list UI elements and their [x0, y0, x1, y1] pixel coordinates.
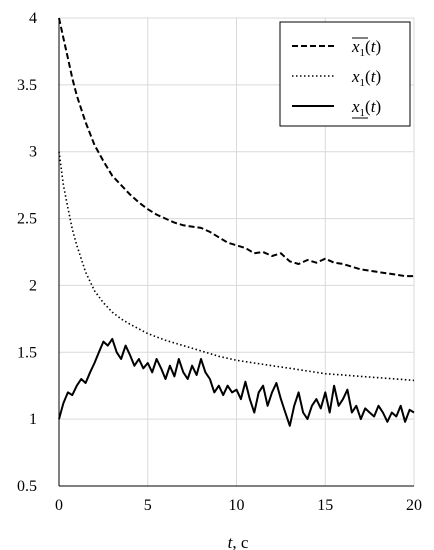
series — [58, 17, 415, 427]
legend: x1(t)x1(t)x1(t) — [279, 21, 411, 127]
x-tick-label: 0 — [55, 497, 63, 514]
x-tick-label: 15 — [317, 497, 333, 514]
x-tick-label: 10 — [229, 497, 245, 514]
legend-label-base: x — [351, 97, 360, 116]
legend-label-arg: t — [371, 67, 377, 86]
x-tick-label: 20 — [406, 497, 422, 514]
legend-label-close: ) — [375, 97, 381, 116]
legend-box — [279, 21, 411, 127]
legend-label-sub: 1 — [360, 107, 366, 119]
y-tick-label: 0.5 — [17, 478, 37, 495]
y-tick-label: 4 — [29, 10, 37, 27]
series-line-2 — [58, 151, 415, 382]
legend-label-sub: 1 — [360, 47, 366, 59]
legend-label-arg: t — [371, 97, 377, 116]
legend-label-sub: 1 — [360, 77, 366, 89]
tick-labels: 0 5 10 15 20 0.5 1 1.5 2 2.5 3 3.5 4 — [17, 10, 422, 514]
legend-label-close: ) — [375, 37, 381, 56]
x-axis-label: t, c — [228, 533, 249, 550]
series-line-3 — [58, 337, 415, 427]
y-tick-label: 2 — [29, 277, 37, 294]
y-tick-label: 1.5 — [17, 344, 37, 361]
y-tick-label: 3.5 — [17, 77, 37, 94]
y-tick-label: 3 — [29, 144, 37, 161]
legend-label-3: x1(t) — [351, 97, 381, 119]
legend-label-close: ) — [375, 67, 381, 86]
x-axis-var: t — [228, 533, 234, 550]
legend-label-2: x1(t) — [351, 67, 381, 89]
x-axis-unit: , c — [232, 533, 249, 550]
legend-label-args: ( — [365, 97, 371, 116]
legend-label-args: ( — [365, 37, 371, 56]
legend-label-1: x1(t) — [351, 37, 381, 59]
y-tick-label: 1 — [29, 411, 37, 428]
x-tick-label: 5 — [144, 497, 152, 514]
legend-label-arg: t — [371, 37, 377, 56]
legend-label-args: ( — [365, 67, 371, 86]
legend-label-base: x — [351, 67, 360, 86]
axes — [58, 18, 414, 487]
legend-label-base: x — [351, 37, 360, 56]
y-tick-label: 2.5 — [17, 211, 37, 228]
